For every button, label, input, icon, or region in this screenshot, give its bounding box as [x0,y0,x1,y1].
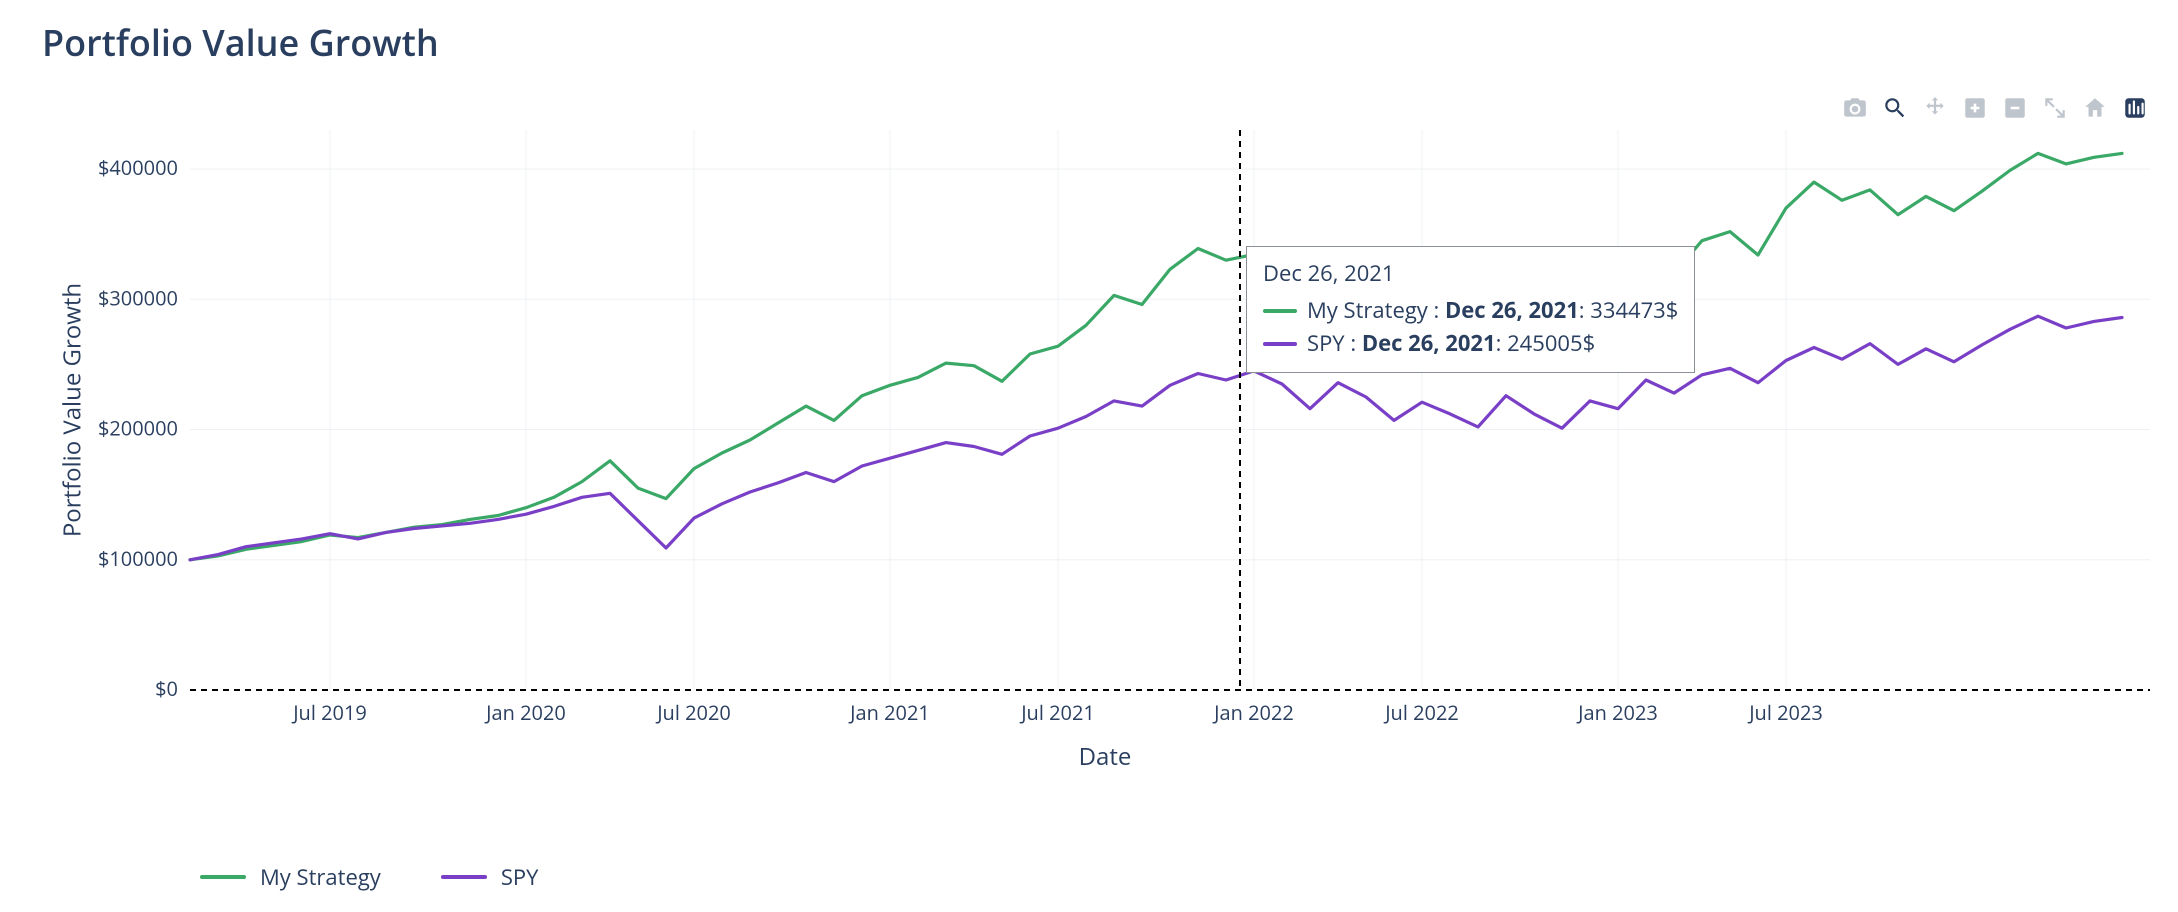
home-icon[interactable] [2082,95,2108,121]
chart-svg[interactable]: Jul 2019 Jan 2020 Jul 2020 Jan 2021 Jul 2021… [60,130,2150,770]
tooltip-text: My Strategy : Dec 26, 2021: 334473$ [1307,294,1678,327]
autoscale-icon[interactable] [2042,95,2068,121]
legend-item[interactable]: My Strategy [200,862,381,892]
x-tick-label: Jul 2023 [1747,699,1823,726]
y-tick-label: $200000 [98,415,178,442]
plot-area[interactable]: Portfolio Value Growth Jul 2019Jan 2020J… [60,130,2150,770]
x-tick-label: Jul 2019 [291,699,367,726]
x-tick-label: Jul 2021 [1019,699,1095,726]
tooltip-swatch [1263,342,1297,346]
zoom-in-icon[interactable] [1962,95,1988,121]
y-axis-title: Portfolio Value Growth [56,283,89,537]
legend-label: My Strategy [260,862,381,892]
tooltip-swatch [1263,309,1297,313]
zoom-icon[interactable] [1882,95,1908,121]
tooltip-row: My Strategy : Dec 26, 2021: 334473$ [1263,294,1678,327]
x-tick-label: Jul 2020 [655,699,731,726]
chart-title: Portfolio Value Growth [42,18,439,67]
tooltip-text: SPY : Dec 26, 2021: 245005$ [1307,327,1595,360]
x-axis-title: Date [60,740,2150,773]
tooltip-row: SPY : Dec 26, 2021: 245005$ [1263,327,1678,360]
x-tick-label: Jan 2021 [848,699,930,726]
legend: My Strategy SPY [200,862,538,892]
legend-label: SPY [501,862,539,892]
y-tick-label: $400000 [98,154,178,181]
hover-tooltip: Dec 26, 2021 My Strategy : Dec 26, 2021:… [1246,246,1695,373]
x-tick-label: Jul 2022 [1383,699,1459,726]
zoom-out-icon[interactable] [2002,95,2028,121]
series-line[interactable] [190,316,2122,560]
y-tick-label: $100000 [98,545,178,572]
legend-swatch [441,875,487,879]
x-tick-label: Jan 2020 [484,699,566,726]
legend-item[interactable]: SPY [441,862,539,892]
legend-swatch [200,875,246,879]
spikelines-icon[interactable] [2122,95,2148,121]
x-tick-label: Jan 2023 [1576,699,1658,726]
pan-icon[interactable] [1922,95,1948,121]
tooltip-date: Dec 26, 2021 [1263,257,1678,290]
x-tick-label: Jan 2022 [1212,699,1294,726]
y-tick-label: $0 [155,675,178,702]
plot-toolbar [1842,95,2148,121]
y-tick-label: $300000 [98,284,178,311]
camera-icon[interactable] [1842,95,1868,121]
